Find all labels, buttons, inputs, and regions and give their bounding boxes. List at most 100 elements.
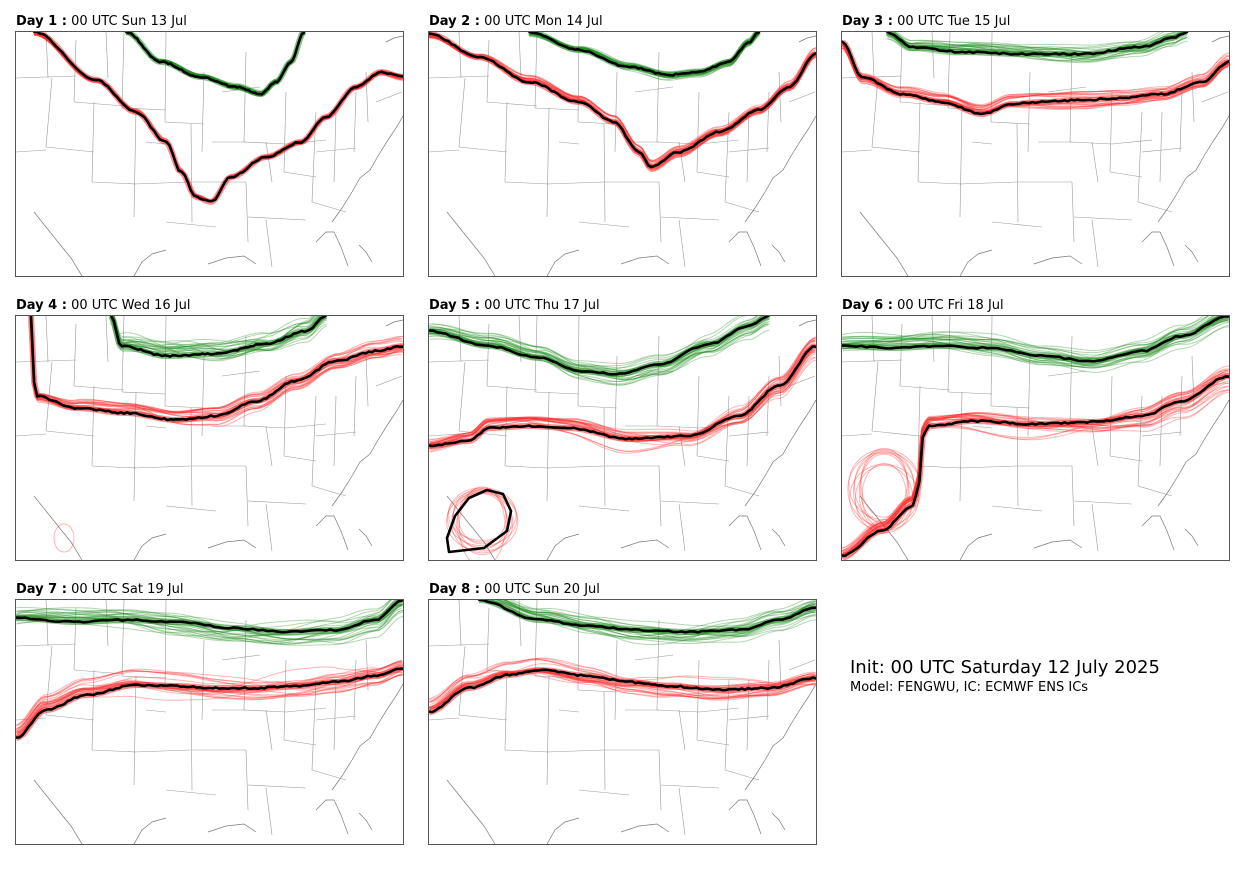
panel-3-day: Day 3 : (842, 14, 893, 29)
red-ensemble-mean (842, 375, 1229, 558)
red-member-contour (33, 33, 403, 202)
green-member-contour (17, 600, 392, 645)
panel-2-day: Day 2 : (429, 14, 480, 29)
panel-1-time: 00 UTC Sun 13 Jul (71, 14, 187, 29)
red-member-contour (843, 374, 1228, 556)
coastlines (33, 603, 403, 844)
red-member-contour (31, 317, 403, 414)
red-ensemble-mean (842, 40, 1229, 116)
green-member-contour (528, 32, 758, 81)
ensemble-green-contours (125, 32, 305, 97)
red-member-contour (429, 671, 816, 708)
green-member-contour (497, 600, 816, 638)
red-member-loop (458, 486, 506, 560)
green-member-contour (16, 605, 403, 640)
green-member-contour (127, 32, 305, 95)
red-member-contour (429, 657, 816, 699)
red-member-loop (859, 450, 909, 525)
ensemble-green-contours (842, 316, 1229, 373)
red-member-contour (16, 666, 403, 726)
green-member-contour (842, 319, 1229, 351)
green-member-contour (16, 605, 402, 646)
red-member-contour (430, 669, 816, 709)
red-member-loop (447, 487, 517, 541)
red-member-contour (29, 316, 403, 412)
red-member-contour (31, 319, 403, 414)
red-member-contour (17, 669, 403, 729)
green-member-contour (111, 316, 315, 362)
red-member-contour (430, 669, 815, 710)
green-member-contour (430, 316, 759, 386)
green-member-contour (16, 600, 400, 636)
green-member-contour (16, 600, 392, 636)
red-member-contour (33, 32, 403, 202)
red-member-contour (16, 673, 403, 734)
green-member-contour (842, 326, 1229, 359)
green-member-contour (429, 323, 770, 371)
green-member-contour (112, 316, 314, 360)
coastlines (446, 35, 816, 276)
panel-7-title: Day 7 : 00 UTC Sat 19 Jul (16, 582, 183, 598)
panel-8-time: 00 UTC Sun 20 Jul (484, 582, 600, 597)
green-member-contour (502, 600, 816, 643)
ensemble-red-contours (429, 34, 816, 173)
red-member-contour (429, 349, 816, 454)
ensemble-green-contours (528, 32, 760, 81)
green-member-contour (503, 600, 815, 637)
red-member-contour (429, 34, 816, 161)
panel-8-day: Day 8 : (429, 582, 480, 597)
red-member-contour (33, 34, 403, 202)
green-member-contour (843, 317, 1228, 359)
green-member-contour (125, 32, 302, 95)
green-member-contour (429, 318, 770, 372)
panel-3-map-svg (842, 32, 1229, 276)
panel-4-time: 00 UTC Wed 16 Jul (71, 298, 191, 313)
red-member-contour (429, 670, 816, 710)
panel-7-map-svg (16, 600, 403, 844)
coastlines (859, 319, 1229, 560)
green-member-contour (888, 32, 1185, 46)
green-member-contour (17, 603, 402, 637)
green-member-contour (887, 32, 1180, 64)
red-member-contour (16, 669, 403, 733)
state-borders (842, 32, 1229, 268)
green-member-contour (429, 323, 770, 372)
red-member-contour (842, 45, 1229, 113)
green-ensemble-mean (477, 600, 816, 634)
green-member-contour (111, 320, 325, 349)
panel-8-map-svg (429, 600, 816, 844)
red-member-contour (430, 356, 816, 453)
green-member-contour (126, 32, 304, 97)
green-member-contour (110, 316, 327, 350)
panel-6-time: 00 UTC Fri 18 Jul (897, 298, 1004, 313)
red-member-contour (842, 385, 1229, 556)
panel-7-day: Day 7 : (16, 582, 67, 597)
red-member-contour (429, 351, 816, 445)
green-member-contour (125, 32, 305, 96)
green-member-contour (508, 600, 816, 638)
state-borders (429, 600, 816, 836)
panel-2-title: Day 2 : 00 UTC Mon 14 Jul (429, 14, 603, 30)
panel-5-day: Day 5 : (429, 298, 480, 313)
mean-cutoff-low (445, 488, 513, 554)
green-member-contour (842, 321, 1229, 363)
red-member-contour (34, 32, 403, 201)
ensemble-red-contours (33, 32, 403, 203)
red-ensemble-mean (429, 32, 816, 169)
green-ensemble-mean (885, 32, 1189, 56)
red-member-contour (33, 32, 403, 203)
red-member-contour (429, 340, 815, 453)
cutoff-low-contours (847, 447, 922, 534)
red-member-contour (429, 657, 816, 703)
red-member-contour (16, 669, 403, 730)
model-info-label: Model: FENGWU, IC: ECMWF ENS ICs (850, 680, 1089, 695)
green-member-contour (125, 32, 304, 95)
panel-1-map-svg (16, 32, 403, 276)
green-member-contour (126, 32, 305, 96)
red-ensemble-mean (429, 345, 816, 448)
red-member-contour (29, 316, 403, 426)
red-member-contour (16, 668, 403, 726)
red-member-contour (34, 33, 403, 202)
green-member-contour (126, 32, 304, 97)
red-member-contour (16, 662, 402, 734)
